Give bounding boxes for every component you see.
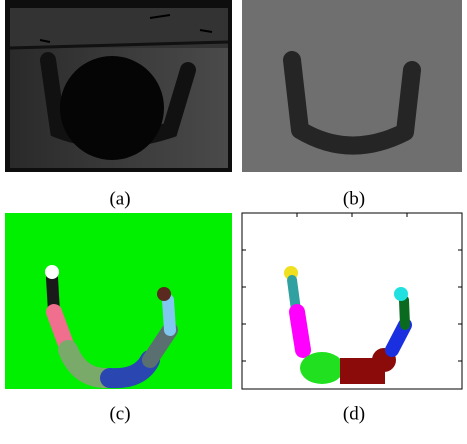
panel-caption: (b) (343, 188, 365, 209)
panel-d-image (242, 213, 462, 389)
panel-caption: (d) (343, 403, 365, 424)
page: (a) (b) (c) (d) (() => { const data = JS… (0, 0, 467, 439)
figure: (a) (b) (c) (d) (0, 0, 467, 439)
panel-caption: (a) (109, 188, 130, 209)
panel-c-image (5, 213, 232, 389)
panel-caption: (c) (109, 403, 130, 424)
panel-b-image (242, 0, 462, 172)
panel-a-image (5, 0, 232, 172)
